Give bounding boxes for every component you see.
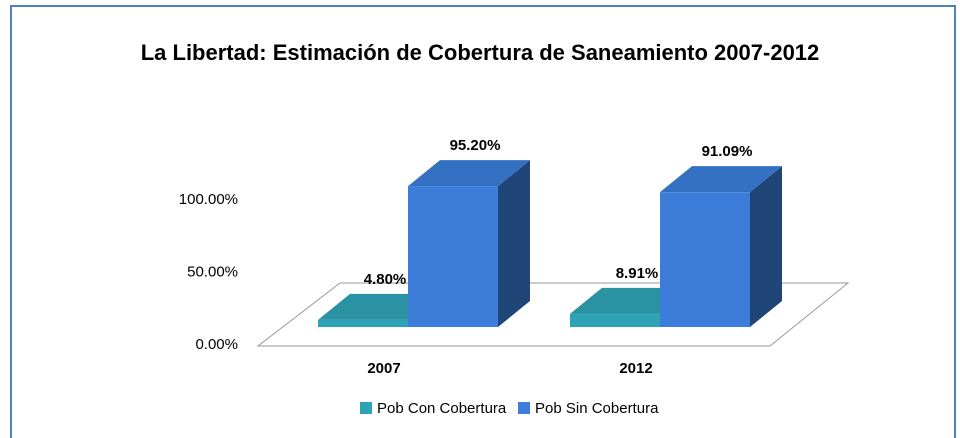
bar	[660, 192, 750, 327]
bar-side	[498, 160, 530, 327]
legend-label: Pob Sin Cobertura	[535, 400, 659, 417]
data-label: 8.91%	[616, 265, 659, 282]
bar-top	[660, 166, 782, 193]
chart-title: La Libertad: Estimación de Cobertura de …	[140, 40, 820, 65]
data-label: 91.09%	[702, 143, 753, 160]
bar	[408, 186, 498, 327]
legend-swatch	[518, 402, 530, 414]
y-tick-label: 100.00%	[179, 191, 238, 208]
y-tick-label: 50.00%	[187, 263, 238, 280]
data-label: 95.20%	[450, 137, 501, 154]
legend-label: Pob Con Cobertura	[377, 400, 507, 417]
bar	[570, 313, 660, 327]
y-tick-label: 0.00%	[195, 336, 238, 353]
bar	[318, 319, 408, 327]
x-tick-label: 2007	[367, 360, 400, 377]
bar-side	[750, 166, 782, 327]
chart-frame	[10, 5, 956, 438]
x-tick-label: 2012	[619, 360, 652, 377]
bar-top	[408, 160, 530, 187]
legend-swatch	[360, 402, 372, 414]
data-label: 4.80%	[364, 271, 407, 288]
